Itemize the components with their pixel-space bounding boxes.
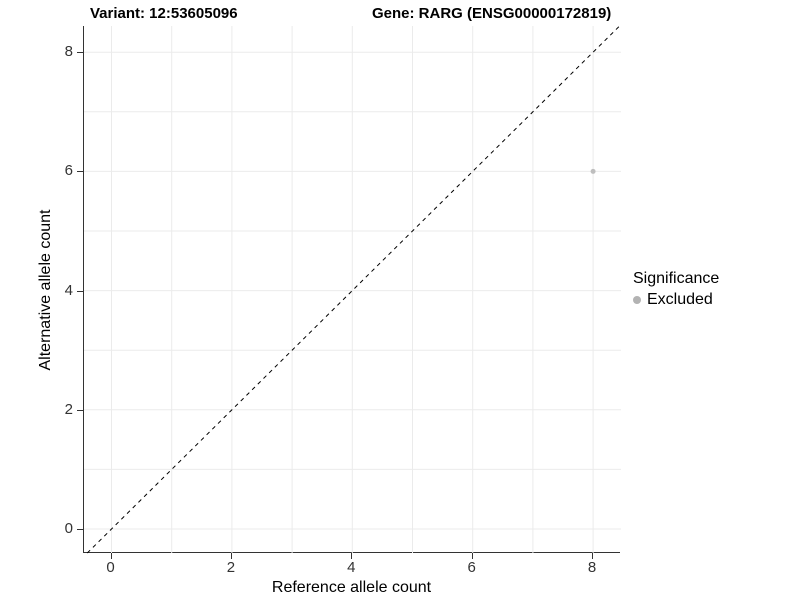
- legend-item-label: Excluded: [647, 291, 713, 308]
- x-tick-label: 4: [347, 559, 356, 576]
- x-tick-label: 0: [106, 559, 115, 576]
- y-tick-mark: [77, 171, 83, 173]
- x-tick-label: 6: [467, 559, 476, 576]
- y-axis-title: Alternative allele count: [37, 209, 54, 371]
- x-tick-mark: [592, 553, 594, 559]
- y-tick-label: 0: [64, 520, 73, 537]
- x-tick-label: 8: [587, 559, 597, 576]
- y-tick-mark: [77, 529, 83, 530]
- x-tick-mark: [230, 553, 232, 559]
- y-tick-mark: [77, 409, 83, 411]
- x-tick-mark: [351, 553, 353, 559]
- y-tick-label: 2: [64, 400, 73, 418]
- x-tick-label: 2: [226, 559, 236, 576]
- y-tick-label: 6: [64, 162, 73, 180]
- x-tick-mark: [110, 553, 112, 559]
- identity-reference-line: [86, 25, 620, 554]
- x-tick-mark: [471, 553, 473, 559]
- legend-title: Significance: [633, 270, 720, 287]
- data-point: [590, 168, 596, 174]
- y-tick-mark: [77, 52, 83, 54]
- legend-item-excluded: Excluded: [633, 289, 797, 310]
- plot-panel: [83, 25, 621, 554]
- y-tick-label: 4: [64, 281, 73, 299]
- plot-canvas: [84, 25, 621, 554]
- plot-title-variant: Variant: 12:53605096: [90, 5, 238, 22]
- legend: Significance Excluded: [633, 268, 797, 310]
- legend-key-dot-icon: [633, 295, 641, 304]
- y-tick-label: 8: [64, 43, 73, 61]
- y-tick-mark: [77, 290, 83, 292]
- plot-title-gene: Gene: RARG (ENSG00000172819): [372, 5, 612, 22]
- x-axis-title: Reference allele count: [271, 579, 432, 596]
